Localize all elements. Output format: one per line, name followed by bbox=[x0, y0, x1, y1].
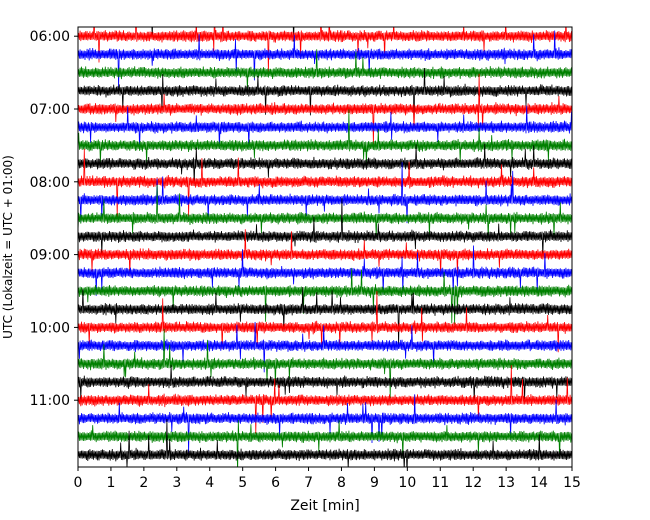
trace-row bbox=[78, 328, 572, 399]
seismic-traces bbox=[78, 27, 572, 467]
trace-row bbox=[78, 419, 572, 467]
trace-row bbox=[78, 109, 572, 167]
x-tick-label: 13 bbox=[497, 475, 515, 491]
trace-row bbox=[78, 67, 572, 125]
trace-row bbox=[78, 143, 572, 187]
x-tick-label: 9 bbox=[370, 475, 379, 491]
y-tick-label: 10:00 bbox=[30, 320, 70, 336]
trace-row bbox=[78, 291, 572, 353]
y-tick-label: 06:00 bbox=[30, 29, 70, 45]
trace-row bbox=[78, 105, 572, 150]
trace-row bbox=[78, 49, 572, 91]
trace-row bbox=[78, 30, 572, 90]
x-tick-label: 14 bbox=[530, 475, 548, 491]
x-tick-label: 0 bbox=[74, 475, 83, 491]
trace-row bbox=[78, 364, 572, 403]
plot-frame bbox=[77, 26, 573, 468]
x-tick-label: 6 bbox=[271, 475, 280, 491]
x-tick-label: 7 bbox=[304, 475, 313, 491]
trace-row bbox=[78, 27, 572, 74]
x-tick-label: 10 bbox=[398, 475, 416, 491]
x-tick-label: 15 bbox=[563, 475, 581, 491]
x-tick-label: 12 bbox=[464, 475, 482, 491]
trace-row bbox=[78, 229, 572, 277]
x-tick-label: 4 bbox=[205, 475, 214, 491]
trace-row bbox=[78, 148, 572, 219]
y-tick-label: 08:00 bbox=[30, 175, 70, 191]
x-tick-label: 3 bbox=[172, 475, 181, 491]
y-tick-label: 07:00 bbox=[30, 102, 70, 118]
trace-row bbox=[78, 245, 572, 296]
trace-row bbox=[78, 268, 572, 325]
x-tick-label: 11 bbox=[431, 475, 449, 491]
trace-row bbox=[78, 365, 572, 434]
trace-row bbox=[78, 286, 572, 349]
x-axis: 0 1 2 3 4 5 6 7 8 9 10 11 12 13 14 15 bbox=[74, 467, 581, 491]
trace-row bbox=[78, 321, 572, 373]
y-tick-label: 11:00 bbox=[30, 393, 70, 409]
x-axis-label: Zeit [min] bbox=[290, 498, 359, 514]
trace-row bbox=[78, 418, 572, 467]
y-axis: 06:00 07:00 08:00 09:00 10:00 11:00 bbox=[30, 29, 78, 409]
trace-row bbox=[78, 184, 572, 240]
trace-row bbox=[78, 162, 572, 224]
trace-row bbox=[78, 197, 572, 258]
x-tick-label: 5 bbox=[238, 475, 247, 491]
y-axis-label: UTC (Lokalzeit = UTC + 01:00) bbox=[1, 155, 15, 339]
trace-row bbox=[78, 73, 572, 146]
trace-row bbox=[78, 394, 572, 455]
y-tick-label: 09:00 bbox=[30, 248, 70, 264]
x-tick-label: 8 bbox=[337, 475, 346, 491]
x-tick-label: 1 bbox=[106, 475, 115, 491]
x-tick-label: 2 bbox=[139, 475, 148, 491]
